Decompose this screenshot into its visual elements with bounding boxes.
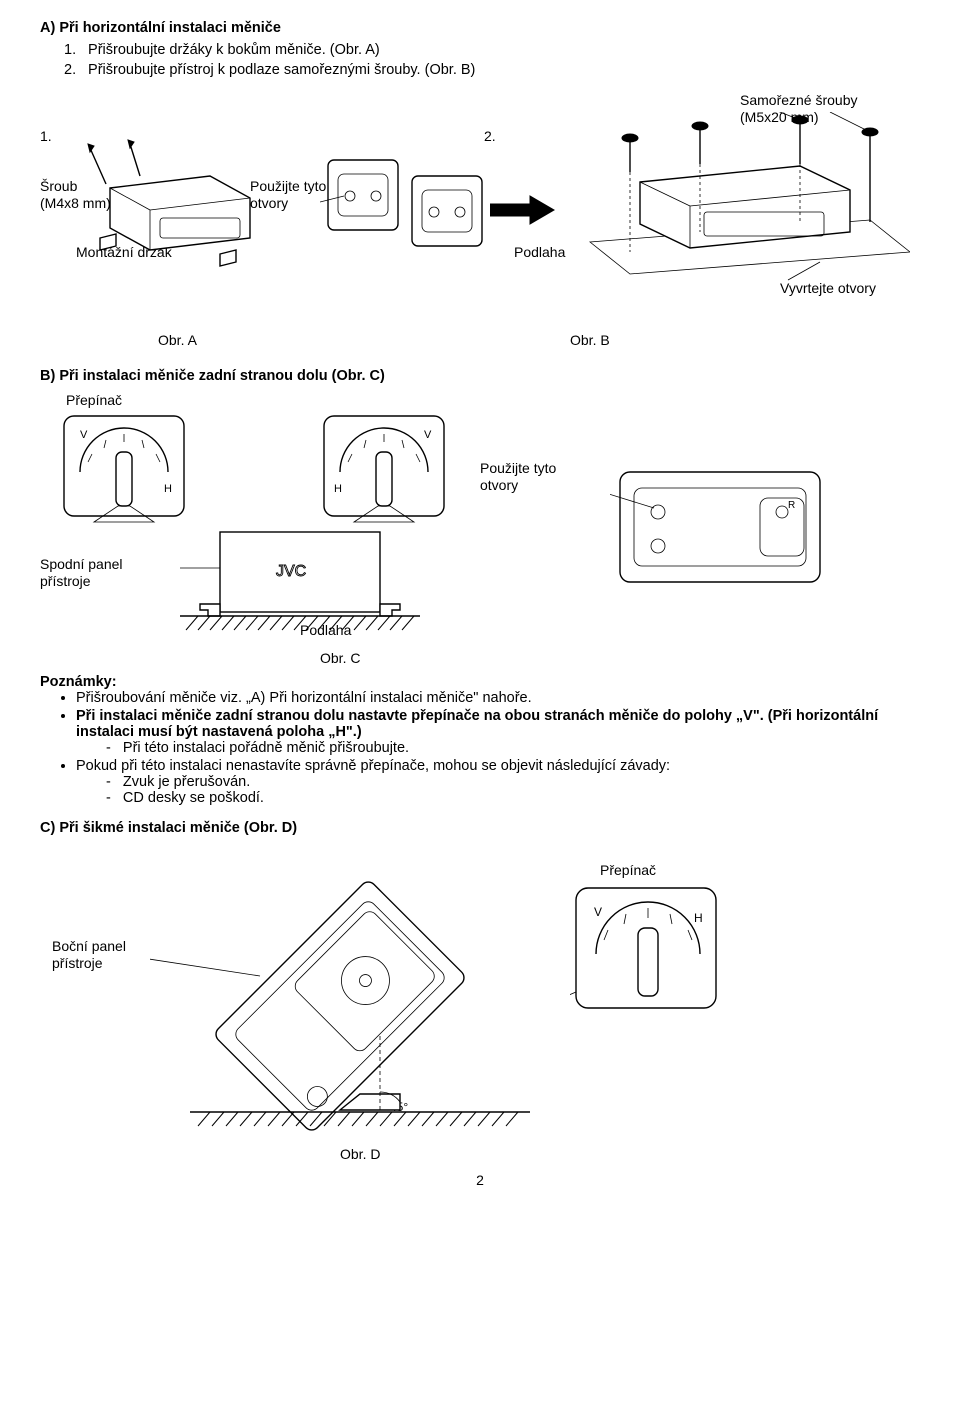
section-b-heading: B) Při instalaci měniče zadní stranou do… bbox=[40, 368, 920, 384]
switch-callout-right-svg: V H bbox=[320, 412, 460, 532]
figure-c-holes-svg: R bbox=[610, 442, 840, 602]
arrow-icon bbox=[490, 192, 560, 232]
svg-text:JVC: JVC bbox=[276, 563, 306, 580]
caption-row-ab: Obr. A Obr. B bbox=[40, 332, 920, 354]
label-bottom-panel: Spodní panel přístroje bbox=[40, 556, 123, 590]
note-2-bold: Při instalaci měniče zadní stranou dolu … bbox=[76, 708, 878, 740]
caption-a: Obr. A bbox=[158, 332, 197, 349]
svg-text:V: V bbox=[80, 429, 88, 441]
switch-callout-d-svg: V H bbox=[570, 882, 730, 1022]
figure-d-area: Přepínač Boční panel přístroje 45° Obr. … bbox=[40, 846, 920, 1166]
svg-text:V: V bbox=[424, 429, 432, 441]
notes-heading: Poznámky: bbox=[40, 674, 920, 690]
note-3-sub-2: - CD desky se poškodí. bbox=[106, 790, 920, 806]
caption-b: Obr. B bbox=[570, 332, 610, 349]
caption-d: Obr. D bbox=[340, 1146, 380, 1163]
label-side-panel: Boční panel přístroje bbox=[52, 938, 126, 972]
note-2: Při instalaci měniče zadní stranou dolu … bbox=[76, 708, 920, 756]
step-text: Přišroubujte přístroj k podlaze samořezn… bbox=[88, 62, 475, 78]
note-2-sub-1: - Při této instalaci pořádně měnič přišr… bbox=[106, 740, 920, 756]
note-1: Přišroubování měniče viz. „A) Při horizo… bbox=[76, 690, 920, 706]
notes-block: Poznámky: Přišroubování měniče viz. „A) … bbox=[40, 674, 920, 806]
figure-d-svg bbox=[150, 856, 550, 1146]
page-number: 2 bbox=[40, 1172, 920, 1188]
figure-a-detail-svg bbox=[320, 152, 490, 272]
svg-text:R: R bbox=[788, 500, 795, 511]
figure-a-b-area: 1. 2. Samořezné šrouby (M5x20 mm) Šroub … bbox=[40, 92, 920, 332]
section-a-step-2: 2. Přišroubujte přístroj k podlaze samoř… bbox=[64, 62, 920, 78]
fig1-number-1: 1. bbox=[40, 128, 52, 145]
step-num: 2. bbox=[64, 62, 84, 78]
note-3: Pokud při této instalaci nenastavíte spr… bbox=[76, 758, 920, 806]
figure-c-front-svg: JVC bbox=[180, 522, 420, 642]
section-c-heading: C) Při šikmé instalaci měniče (Obr. D) bbox=[40, 820, 920, 836]
figure-a-svg bbox=[70, 128, 270, 268]
step-text: Přišroubujte držáky k bokům měniče. (Obr… bbox=[88, 42, 380, 58]
figure-b-svg bbox=[570, 112, 910, 292]
switch-callout-left-svg: V H bbox=[60, 412, 200, 532]
note-3-sub-1: - Zvuk je přerušován. bbox=[106, 774, 920, 790]
svg-text:H: H bbox=[334, 483, 342, 495]
label-switch-2: Přepínač bbox=[600, 862, 656, 879]
caption-c: Obr. C bbox=[320, 650, 360, 667]
label-use-holes-2: Použijte tyto otvory bbox=[480, 460, 556, 494]
section-a-step-1: 1. Přišroubujte držáky k bokům měniče. (… bbox=[64, 42, 920, 58]
label-floor-1: Podlaha bbox=[514, 244, 565, 261]
section-a-heading: A) Při horizontální instalaci měniče bbox=[40, 20, 920, 36]
svg-text:H: H bbox=[164, 483, 172, 495]
fig1-number-2: 2. bbox=[484, 128, 496, 145]
svg-text:V: V bbox=[594, 905, 602, 919]
svg-text:H: H bbox=[694, 911, 703, 925]
step-num: 1. bbox=[64, 42, 84, 58]
label-switch-1: Přepínač bbox=[66, 392, 122, 409]
figure-c-area: Přepínač Použijte tyto otvory Spodní pan… bbox=[40, 392, 920, 672]
